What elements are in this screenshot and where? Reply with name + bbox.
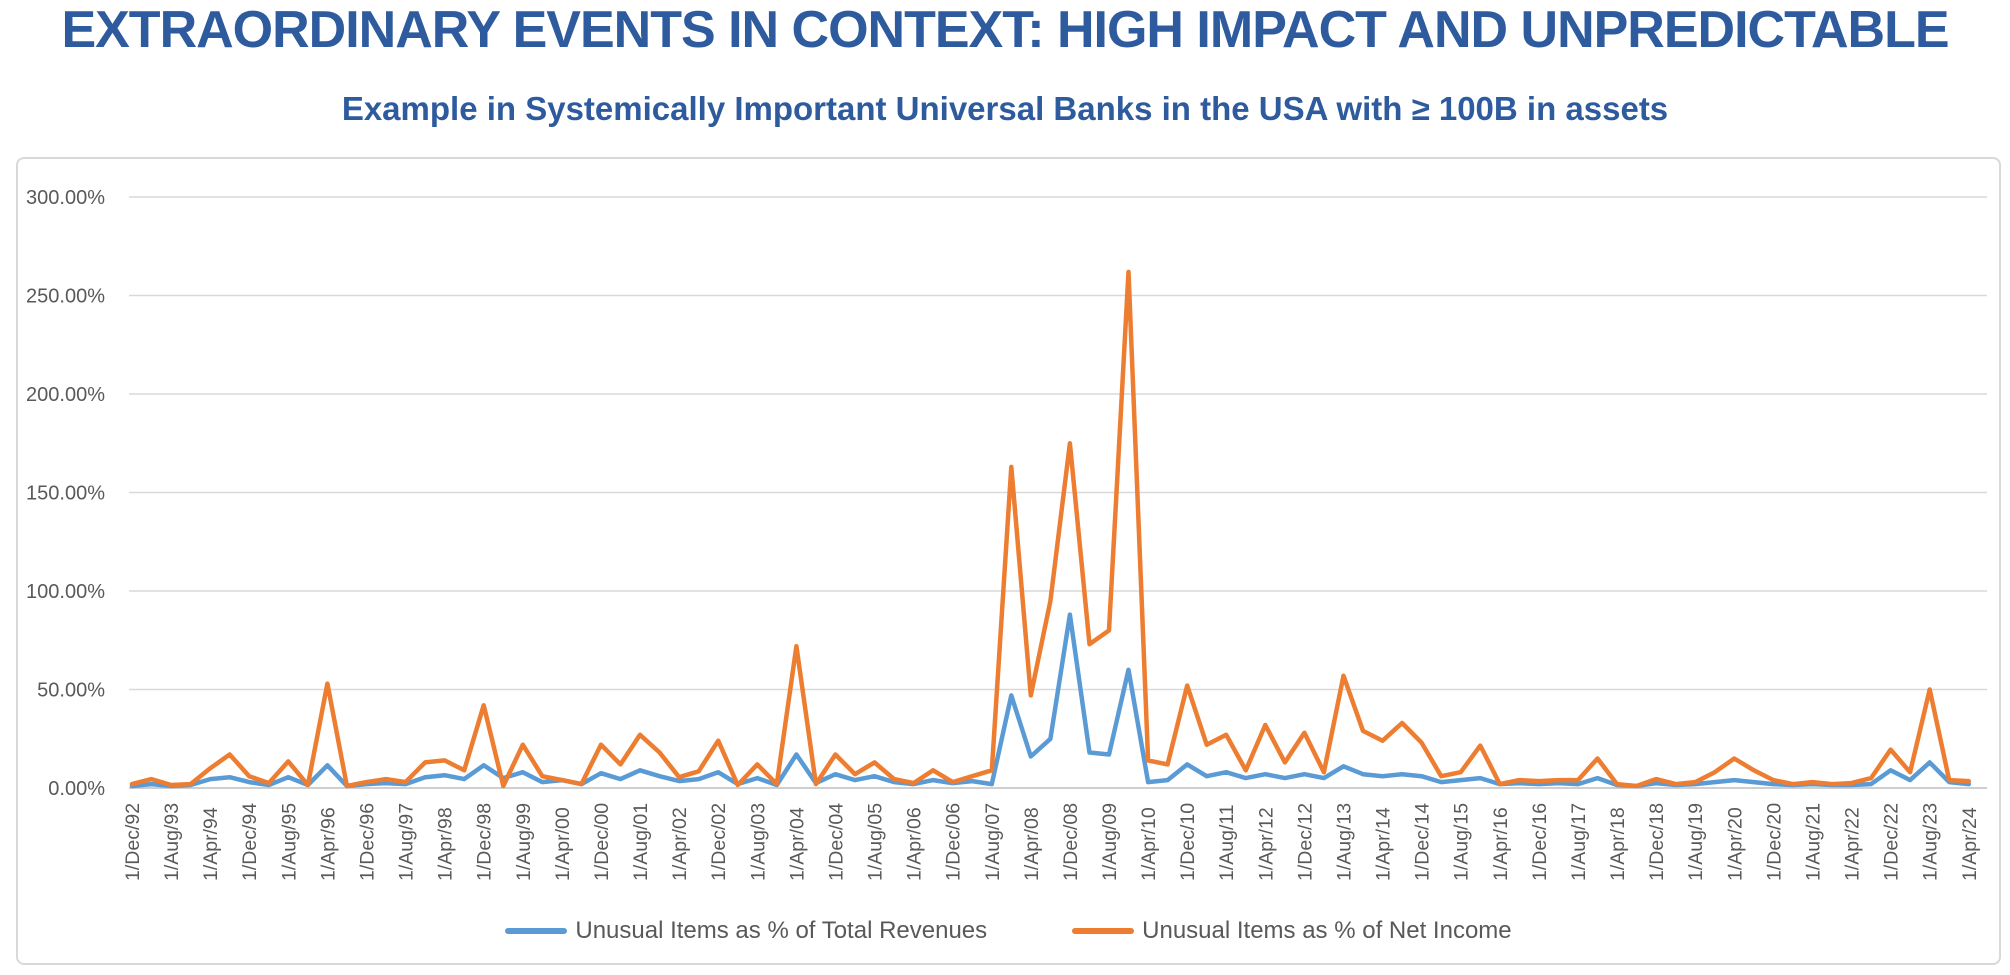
- legend-item-total-revenues: Unusual Items as % of Total Revenues: [505, 917, 987, 945]
- x-tick-label: 1/Dec/00: [591, 803, 613, 881]
- x-tick-label: 1/Apr/16: [1490, 807, 1512, 881]
- x-tick-label: 1/Apr/12: [1255, 807, 1277, 881]
- x-tick-label: 1/Dec/20: [1763, 803, 1785, 881]
- x-tick-label: 1/Aug/05: [865, 803, 887, 881]
- chart-frame: 0.00% 50.00% 100.00% 150.00% 200.00% 250.00% 3…: [16, 157, 2001, 965]
- series-line-total-revenues: [129, 612, 1972, 789]
- x-tick-label: 1/Dec/16: [1529, 803, 1551, 881]
- x-tick-label: 1/Aug/19: [1685, 803, 1707, 881]
- x-tick-label: 1/Aug/23: [1920, 803, 1942, 881]
- x-tick-label: 1/Aug/17: [1568, 803, 1590, 881]
- legend-swatch-blue-icon: [505, 928, 568, 934]
- x-tick-label: 1/Apr/20: [1724, 807, 1746, 881]
- page-title: EXTRAORDINARY EVENTS IN CONTEXT: HIGH IM…: [61, 1, 1949, 59]
- x-tick-label: 1/Apr/08: [1021, 807, 1043, 881]
- x-tick-label: 1/Dec/14: [1412, 803, 1434, 881]
- x-tick-label: 1/Apr/94: [200, 807, 222, 881]
- x-tick-label: 1/Dec/08: [1060, 803, 1082, 881]
- x-tick-label: 1/Aug/07: [982, 803, 1004, 881]
- x-tick-label: 1/Aug/15: [1451, 803, 1473, 881]
- x-tick-label: 1/Apr/14: [1373, 807, 1395, 881]
- x-tick-label: 1/Dec/12: [1294, 803, 1316, 881]
- x-tick-label: 1/Aug/93: [161, 803, 183, 881]
- legend-item-net-income: Unusual Items as % of Net Income: [1072, 917, 1512, 945]
- x-tick-label: 1/Apr/00: [552, 807, 574, 881]
- y-tick-label: 150.00%: [26, 483, 105, 505]
- x-tick-label: 1/Dec/02: [708, 803, 730, 881]
- x-tick-label: 1/Aug/13: [1333, 803, 1355, 881]
- x-tick-label: 1/Aug/97: [396, 803, 418, 881]
- y-tick-label: 50.00%: [37, 680, 105, 702]
- x-tick-label: 1/Aug/99: [513, 803, 535, 881]
- x-tick-label: 1/Apr/22: [1842, 807, 1864, 881]
- x-tick-label: 1/Aug/11: [1216, 804, 1238, 881]
- x-tick-label: 1/Apr/18: [1607, 807, 1629, 881]
- chart-legend: Unusual Items as % of Total Revenues Unu…: [18, 917, 1999, 945]
- x-tick-label: 1/Dec/98: [474, 803, 496, 881]
- x-tick-label: 1/Dec/18: [1646, 803, 1668, 881]
- x-tick-label: 1/Aug/03: [747, 803, 769, 881]
- x-tick-label: 1/Dec/04: [825, 803, 847, 881]
- x-tick-label: 1/Aug/95: [278, 803, 300, 881]
- x-tick-label: 1/Dec/22: [1881, 803, 1903, 881]
- x-tick-label: 1/Aug/21: [1802, 803, 1824, 881]
- legend-label: Unusual Items as % of Total Revenues: [575, 917, 988, 944]
- x-tick-label: 1/Apr/24: [1959, 807, 1981, 881]
- x-tick-label: 1/Dec/94: [239, 803, 261, 881]
- x-tick-label: 1/Aug/09: [1099, 803, 1121, 881]
- chart-subtitle: Example in Systemically Important Univer…: [341, 90, 1669, 127]
- x-tick-label: 1/Apr/04: [786, 807, 808, 881]
- x-tick-label: 1/Aug/01: [630, 803, 652, 881]
- y-tick-label: 100.00%: [26, 581, 105, 603]
- x-tick-label: 1/Dec/10: [1177, 803, 1199, 881]
- y-tick-label: 200.00%: [26, 384, 105, 406]
- plot-area: 0.00% 50.00% 100.00% 150.00% 200.00% 250.00% 3…: [26, 187, 1987, 881]
- legend-label: Unusual Items as % of Net Income: [1142, 917, 1512, 944]
- x-tick-label: 1/Apr/96: [317, 807, 339, 881]
- legend-swatch-orange-icon: [1072, 928, 1135, 934]
- x-tick-label: 1/Apr/02: [669, 807, 691, 881]
- x-tick-label: 1/Dec/92: [122, 803, 144, 881]
- x-tick-label: 1/Apr/10: [1138, 807, 1160, 881]
- y-tick-label: 0.00%: [48, 778, 105, 800]
- y-tick-label: 300.00%: [26, 187, 105, 209]
- x-tick-label: 1/Apr/06: [904, 807, 926, 881]
- x-tick-label: 1/Dec/96: [356, 803, 378, 881]
- x-tick-label: 1/Apr/98: [435, 807, 457, 881]
- y-tick-label: 250.00%: [26, 286, 105, 308]
- x-tick-label: 1/Dec/06: [943, 803, 965, 881]
- series-line-net-income: [129, 269, 1972, 789]
